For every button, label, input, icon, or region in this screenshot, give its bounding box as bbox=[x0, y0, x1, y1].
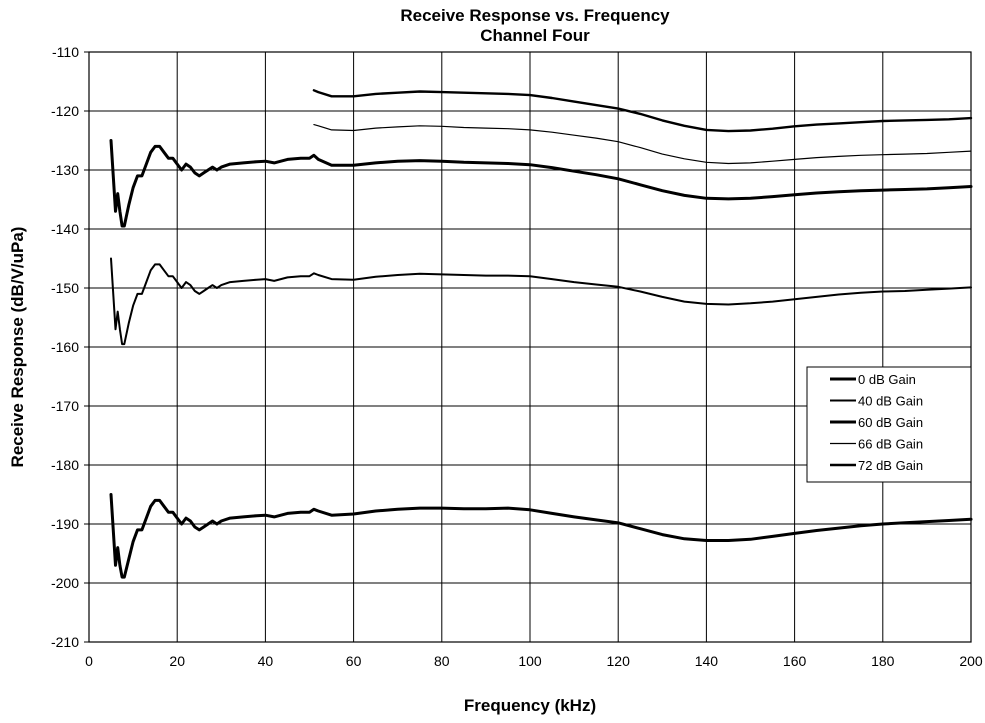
x-tick-label: 100 bbox=[518, 653, 542, 669]
x-tick-labels: 0 20 40 60 80 100 120 140 160 180 200 bbox=[85, 653, 983, 669]
chart-subtitle: Channel Four bbox=[480, 26, 590, 45]
legend-label: 60 dB Gain bbox=[858, 415, 923, 430]
y-axis-title: Receive Response (dB/V/uPa) bbox=[8, 227, 27, 468]
y-tick-label: -140 bbox=[51, 221, 79, 237]
legend-label: 0 dB Gain bbox=[858, 372, 916, 387]
x-tick-label: 140 bbox=[695, 653, 719, 669]
legend: 0 dB Gain 40 dB Gain 60 dB Gain 66 dB Gain 7… bbox=[806, 366, 972, 483]
x-tick-label: 180 bbox=[871, 653, 895, 669]
series-line-60-db-gain bbox=[109, 139, 973, 228]
plot-area bbox=[84, 51, 973, 643]
series-line-0-db-gain bbox=[109, 493, 973, 579]
y-tick-label: -150 bbox=[51, 280, 79, 296]
y-tick-label: -210 bbox=[51, 634, 79, 650]
x-tick-label: 200 bbox=[959, 653, 983, 669]
legend-label: 66 dB Gain bbox=[858, 437, 923, 452]
legend-box bbox=[806, 366, 972, 483]
y-tick-label: -160 bbox=[51, 339, 79, 355]
series-line-40-db-gain bbox=[110, 257, 972, 346]
x-tick-label: 120 bbox=[607, 653, 631, 669]
series-line-72-db-gain bbox=[312, 89, 973, 133]
y-tick-label: -130 bbox=[51, 162, 79, 178]
y-tick-label: -180 bbox=[51, 457, 79, 473]
y-tick-label: -120 bbox=[51, 103, 79, 119]
legend-label: 72 dB Gain bbox=[858, 458, 923, 473]
x-axis-title: Frequency (kHz) bbox=[464, 696, 596, 715]
x-tick-label: 40 bbox=[258, 653, 274, 669]
series-layer bbox=[109, 89, 973, 579]
x-tick-label: 80 bbox=[434, 653, 450, 669]
x-tick-label: 0 bbox=[85, 653, 93, 669]
x-tick-label: 160 bbox=[783, 653, 807, 669]
legend-items: 0 dB Gain 40 dB Gain 60 dB Gain 66 dB Gain 7… bbox=[830, 372, 923, 473]
y-tick-label: -170 bbox=[51, 398, 79, 414]
y-tick-label: -200 bbox=[51, 575, 79, 591]
series-line-66-db-gain bbox=[313, 123, 972, 165]
chart-title: Receive Response vs. Frequency bbox=[400, 6, 670, 25]
x-tick-label: 20 bbox=[169, 653, 185, 669]
y-tick-label: -110 bbox=[52, 44, 79, 60]
plot-border bbox=[88, 51, 972, 643]
x-tick-label: 60 bbox=[346, 653, 362, 669]
y-tick-label: -190 bbox=[51, 516, 79, 532]
legend-label: 40 dB Gain bbox=[858, 394, 923, 409]
y-tick-labels: -110 -120 -130 -140 -150 -160 -170 -180 -190 -200… bbox=[51, 44, 79, 650]
